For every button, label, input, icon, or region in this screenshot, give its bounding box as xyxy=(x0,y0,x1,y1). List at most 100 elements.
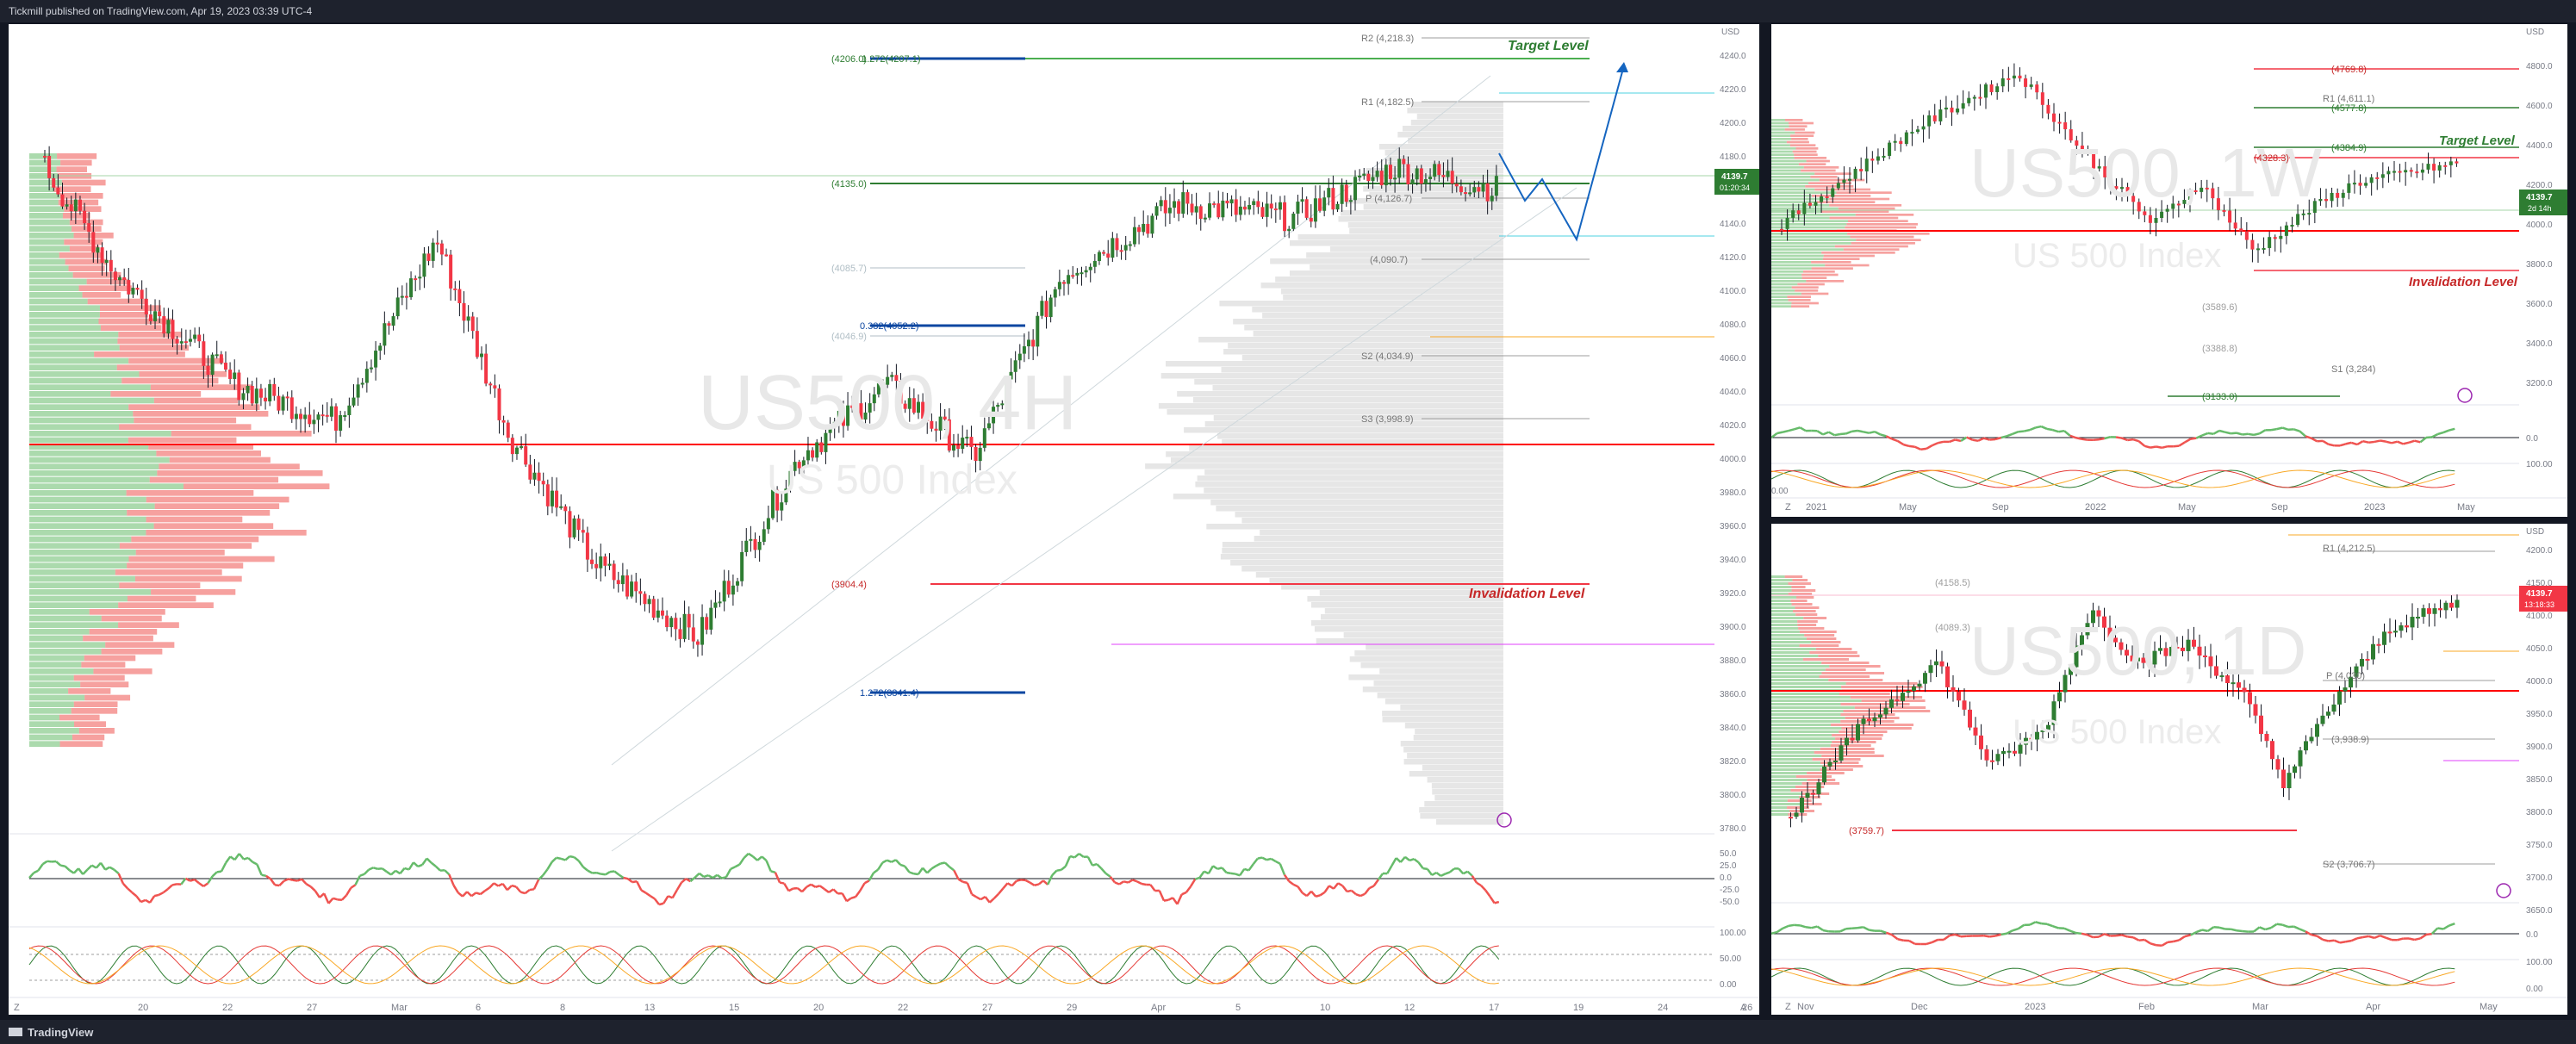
weekly-time-axis[interactable]: 2021 May Sep 2022 May Sep 2023 May xyxy=(1806,502,2475,513)
osc-segment xyxy=(1360,892,1366,898)
bull-candle xyxy=(1150,215,1154,234)
time-axis[interactable]: 20 22 27 Mar 6 8 13 15 20 22 27 29 Apr 5 10 12 17 19 24 26 xyxy=(138,1003,1752,1013)
main-chart-svg[interactable]: US500, 4H US 500 Index Target Level Inva… xyxy=(9,24,1759,1015)
bear-candle xyxy=(320,414,325,417)
bear-candle xyxy=(2253,704,2258,716)
daily-chart-panel[interactable]: US500, 1D US 500 Index R1 (4,212.5) (415… xyxy=(1771,524,2567,1015)
osc-segment xyxy=(832,888,839,895)
profile-bar-buy xyxy=(29,179,62,186)
profile-bar-buy xyxy=(29,219,70,226)
profile-bar-buy xyxy=(1771,252,1822,254)
bull-candle xyxy=(1075,272,1080,276)
profile-bar-gray xyxy=(1403,747,1503,753)
zoom-button[interactable]: Z xyxy=(14,1003,20,1013)
time-tick: 6 xyxy=(476,1003,481,1013)
osc-segment xyxy=(2006,929,2013,935)
profile-bar-buy xyxy=(1771,713,1841,716)
profile-bar-buy xyxy=(1771,125,1789,127)
osc-segment xyxy=(1822,431,1830,436)
profile-bar-sell xyxy=(1809,651,1857,654)
profile-bar-buy xyxy=(1771,176,1811,178)
auto-scale-button[interactable]: A xyxy=(1740,1003,1747,1013)
osc-segment xyxy=(1908,444,1915,449)
profile-bar-buy xyxy=(1771,134,1791,137)
osc-segment xyxy=(1104,873,1111,878)
profile-bar-buy xyxy=(1771,172,1815,175)
profile-bar-sell xyxy=(1847,220,1908,222)
profile-bar-gray xyxy=(1283,295,1503,301)
bull-candle xyxy=(352,397,356,406)
osc-segment xyxy=(1863,926,1870,931)
tradingview-logo[interactable]: TradingView xyxy=(9,1026,93,1039)
main-chart-panel[interactable]: US500, 4H US 500 Index Target Level Inva… xyxy=(9,24,1759,1015)
osc-segment xyxy=(2000,435,2007,439)
osc-segment xyxy=(2029,921,2037,926)
bull-candle xyxy=(2171,203,2175,209)
weekly-chart-svg[interactable]: US500, 1W US 500 Index (4769.8) R1 (4,61… xyxy=(1771,24,2567,517)
weekly-price-axis[interactable] xyxy=(2519,24,2567,498)
osc-segment xyxy=(1422,867,1428,871)
profile-bar-buy xyxy=(1771,147,1796,150)
lightning-icon[interactable] xyxy=(1496,812,1512,828)
profile-bar-gray xyxy=(1360,662,1503,668)
bull-candle xyxy=(520,446,524,449)
osc-segment xyxy=(247,857,254,863)
bull-candle xyxy=(2063,674,2068,693)
profile-bar-sell xyxy=(1798,163,1826,165)
osc-segment xyxy=(1983,437,1990,441)
osc-segment xyxy=(2362,439,2369,444)
bear-candle xyxy=(184,341,188,344)
profile-bar-sell xyxy=(1850,235,1914,239)
bull-candle xyxy=(1265,203,1269,217)
pivot-p-label: P (4,126.7) xyxy=(1366,194,1412,204)
profile-bar-buy xyxy=(1771,792,1802,795)
daily-time-axis[interactable]: Nov Dec 2023 Feb Mar Apr May xyxy=(1797,1002,2498,1012)
profile-bar-sell xyxy=(1811,261,1851,264)
bull-candle xyxy=(2347,183,2351,193)
publisher-header: Tickmill published on TradingView.com, A… xyxy=(0,0,2576,22)
daily-chart-svg[interactable]: US500, 1D US 500 Index R1 (4,212.5) (415… xyxy=(1771,524,2567,1015)
osc-segment xyxy=(551,856,557,863)
profile-bar-buy xyxy=(29,503,155,509)
osc-segment xyxy=(2374,934,2381,940)
weekly-chart-panel[interactable]: US500, 1W US 500 Index (4769.8) R1 (4,61… xyxy=(1771,24,2567,517)
bear-candle xyxy=(113,271,117,281)
profile-bar-sell xyxy=(59,193,103,199)
bear-candle xyxy=(2237,682,2241,688)
weekly-zoom-button[interactable]: Z xyxy=(1785,502,1791,513)
profile-bar-sell xyxy=(1810,176,1838,178)
bear-candle xyxy=(175,339,179,344)
weekly-lightning-icon[interactable] xyxy=(2457,388,2473,403)
osc-segment xyxy=(850,895,856,899)
rsi-line xyxy=(28,852,1500,906)
bear-candle xyxy=(819,442,824,452)
osc-segment xyxy=(1283,873,1291,882)
osc-segment xyxy=(269,878,277,886)
bear-candle xyxy=(2270,741,2274,760)
daily-lightning-icon[interactable] xyxy=(2496,883,2511,898)
bear-candle xyxy=(2336,192,2340,198)
osc-segment xyxy=(975,896,981,901)
osc-segment xyxy=(922,867,929,874)
profile-bar-gray xyxy=(1415,729,1503,735)
profile-bar-gray xyxy=(1221,367,1503,373)
bear-candle xyxy=(943,416,947,419)
bull-candle xyxy=(166,320,171,334)
profile-bar-sell xyxy=(156,451,261,457)
profile-bar-sell xyxy=(127,510,271,516)
osc-segment xyxy=(1029,881,1036,886)
profile-bar-gray xyxy=(1204,421,1503,427)
profile-bar-buy xyxy=(29,496,146,503)
bear-candle xyxy=(47,155,52,178)
osc-segment xyxy=(636,880,643,892)
osc-segment xyxy=(238,853,245,861)
profile-bar-gray xyxy=(1431,783,1503,789)
bear-candle xyxy=(2193,190,2198,192)
osc-segment xyxy=(2046,923,2054,928)
osc-segment xyxy=(2430,927,2439,935)
profile-bar-buy xyxy=(1771,748,1820,750)
bear-candle xyxy=(404,295,408,298)
daily-zoom-button[interactable]: Z xyxy=(1785,1002,1791,1012)
osc-segment xyxy=(962,880,968,885)
osc-segment xyxy=(2156,944,2162,948)
